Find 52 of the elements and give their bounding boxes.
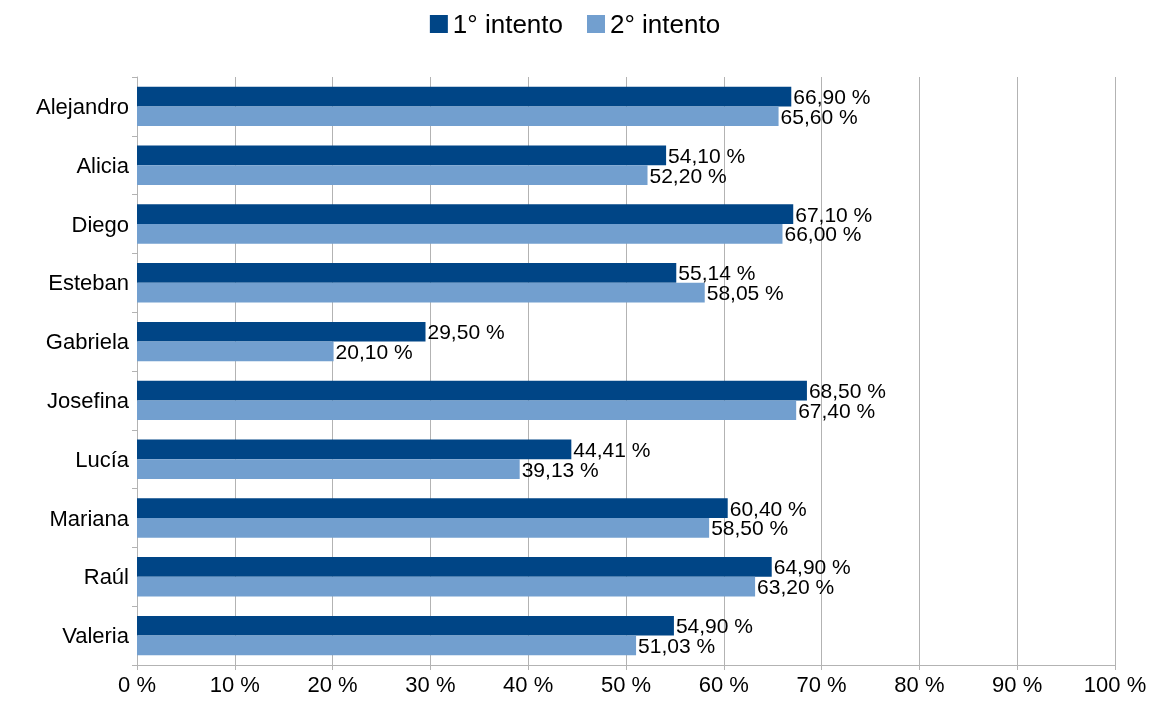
legend-label: 2° intento (610, 9, 721, 39)
bar (137, 106, 779, 127)
x-tick-label: 100 % (1083, 671, 1147, 697)
data-label: 54,10 % (668, 143, 746, 167)
bar (137, 576, 756, 597)
bar (137, 498, 728, 518)
bar (137, 263, 677, 283)
y-tick-label: Alejandro (36, 93, 129, 119)
bar (137, 518, 710, 538)
y-tick-label: Lucía (75, 446, 130, 472)
bar (137, 282, 705, 303)
bar (137, 145, 667, 166)
bar (137, 557, 772, 577)
data-label: 60,40 % (729, 496, 807, 520)
x-tick-label: 30 % (405, 671, 456, 697)
x-tick-label: 60 % (698, 671, 749, 697)
bar (137, 86, 792, 107)
data-label: 64,90 % (773, 555, 851, 579)
bar (137, 459, 520, 479)
y-tick-label: Josefina (47, 387, 130, 413)
bar (137, 635, 637, 656)
y-tick-label: Alicia (76, 152, 130, 178)
x-tick-label: 50 % (600, 671, 652, 697)
y-tick-label: Raúl (83, 564, 129, 590)
y-tick-label: Valeria (62, 623, 130, 649)
bar (137, 615, 674, 636)
bar (137, 204, 794, 224)
x-tick-label: 80 % (894, 671, 945, 697)
data-label: 29,50 % (427, 320, 505, 344)
bar (137, 165, 648, 185)
bar (137, 380, 807, 401)
bar (137, 400, 797, 421)
x-tick-label: 40 % (503, 671, 554, 697)
data-label: 67,10 % (795, 202, 873, 226)
data-label: 68,50 % (808, 379, 886, 403)
y-tick-label: Esteban (48, 270, 129, 296)
x-tick-label: 0 % (118, 671, 156, 697)
bar (137, 341, 334, 362)
x-tick-label: 90 % (992, 671, 1043, 697)
bar (137, 439, 572, 460)
y-tick-label: Gabriela (45, 329, 130, 355)
x-tick-label: 70 % (796, 671, 847, 697)
bar (137, 321, 426, 342)
x-tick-label: 20 % (307, 671, 358, 697)
data-label: 54,90 % (675, 614, 753, 638)
legend-label: 1° intento (452, 9, 564, 39)
x-tick-label: 10 % (209, 671, 260, 697)
y-tick-label: Mariana (49, 505, 130, 531)
data-label: 20,10 % (335, 339, 413, 363)
data-label: 66,90 % (793, 85, 871, 109)
y-tick-label: Diego (71, 211, 129, 237)
bar (137, 224, 783, 244)
